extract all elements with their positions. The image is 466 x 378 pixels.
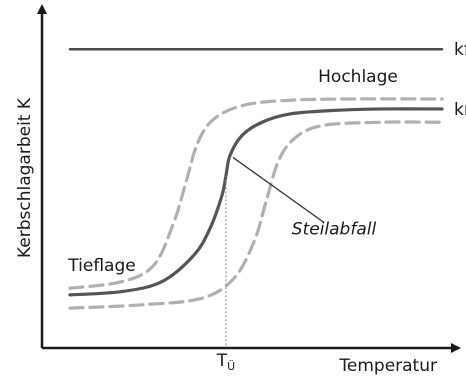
annotation-krz: krz [454,100,466,120]
annotations-layer: kfz krz Hochlage Tieflage Steilabfall [67,40,466,276]
y-axis-label: Kerbschlagarbeit K [15,97,35,258]
annotation-kfz: kfz [454,40,466,60]
x-tick-label-transition-temperature: TÜ [216,351,235,373]
annotation-tieflage: Tieflage [67,256,135,276]
annotation-steilabfall: Steilabfall [292,219,377,239]
tick-main: T [216,351,228,371]
x-axis-label: Temperatur [338,356,437,376]
annotation-hochlage: Hochlage [318,67,398,87]
scatter-band-upper-line [68,97,444,290]
scatter-band-lower-line [68,120,444,310]
tick-subscript: Ü [227,360,235,373]
curves-layer [68,47,444,310]
steilabfall-pointer-line [232,156,325,224]
series-line-krz [68,107,444,297]
